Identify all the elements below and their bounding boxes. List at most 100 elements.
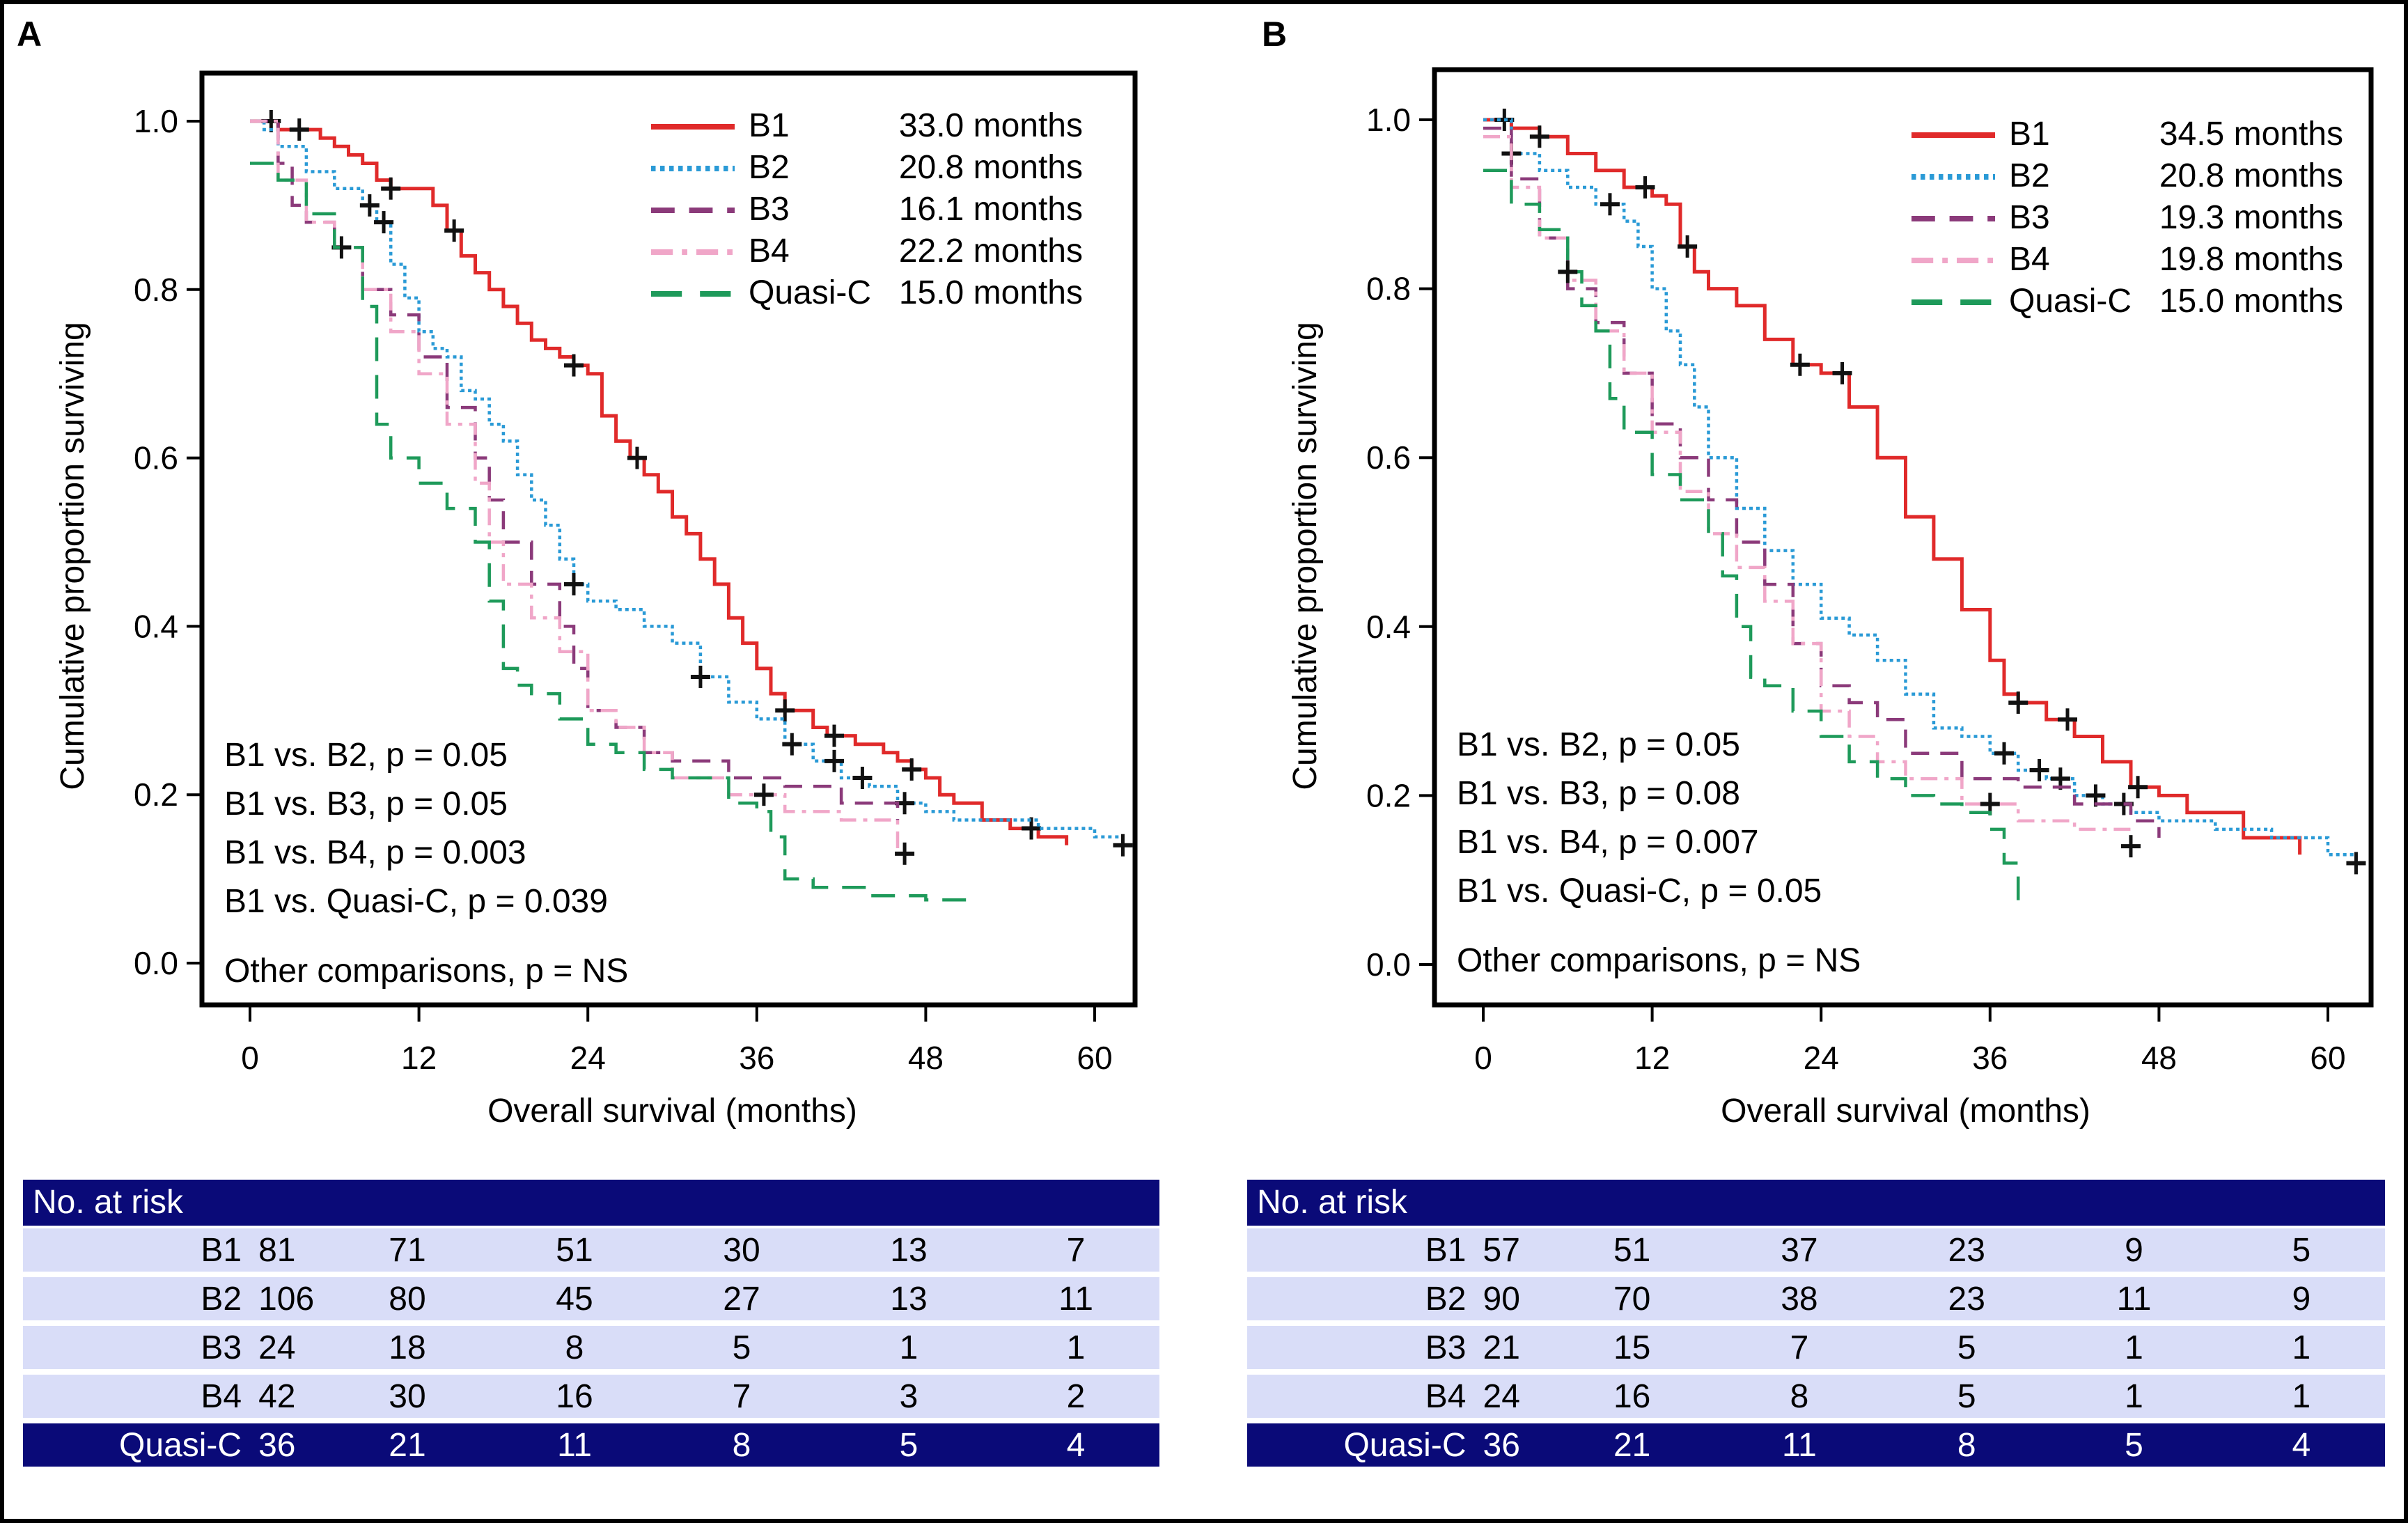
risk-cell: 1 [2217, 1375, 2385, 1418]
risk-table-row: B4 24 16 8 5 1 1 [1247, 1375, 2385, 1418]
x-tick-label: 60 [1077, 1040, 1112, 1076]
survival-curve-quasi-c [1483, 169, 2020, 906]
risk-table-row: B2 90 70 38 23 11 9 [1247, 1277, 2385, 1320]
y-tick-label: 0.0 [134, 945, 178, 981]
risk-cell: 81 [258, 1228, 324, 1272]
y-tick-label: 0.6 [134, 440, 178, 476]
legend-label: B1 [749, 107, 790, 144]
risk-cell: 5 [657, 1326, 825, 1369]
legend-median: 15.0 months [899, 274, 1083, 311]
risk-row-label: B3 [1247, 1326, 1483, 1369]
risk-table-header: No. at risk [1247, 1180, 2385, 1226]
risk-cell: 30 [657, 1228, 825, 1272]
risk-row-label: B2 [23, 1277, 259, 1320]
risk-cell: 1 [2050, 1375, 2218, 1418]
x-tick-label: 12 [401, 1040, 437, 1076]
risk-cell: 11 [992, 1277, 1159, 1320]
risk-cell: 70 [1548, 1277, 1716, 1320]
risk-cell: 51 [490, 1228, 658, 1272]
risk-cell: 1 [824, 1326, 992, 1369]
risk-cell: 13 [824, 1228, 992, 1272]
risk-cell: 1 [2217, 1326, 2385, 1369]
legend-label: B4 [2009, 241, 2050, 278]
risk-cell: 8 [657, 1423, 825, 1467]
x-tick-label: 60 [2310, 1040, 2345, 1076]
risk-cell: 7 [1715, 1326, 1884, 1369]
risk-cell: 8 [1883, 1423, 2051, 1467]
risk-cell: 5 [1883, 1375, 2051, 1418]
risk-cell: 106 [258, 1277, 324, 1320]
y-tick-label: 0.4 [134, 608, 178, 644]
risk-table-row: B3 21 15 7 5 1 1 [1247, 1326, 2385, 1369]
legend-median: 16.1 months [899, 191, 1083, 228]
risk-cell: 5 [2217, 1228, 2385, 1272]
legend-median: 33.0 months [899, 107, 1083, 144]
risk-cell: 8 [1715, 1375, 1884, 1418]
risk-table-row: Quasi-C 36 21 11 8 5 4 [1247, 1423, 2385, 1467]
p-value-annotation: B1 vs. B2, p = 0.05 [224, 737, 508, 774]
legend-median: 20.8 months [2159, 157, 2343, 194]
plot-frame [199, 70, 1138, 1008]
x-tick-label: 12 [1634, 1040, 1670, 1076]
risk-cell: 42 [258, 1375, 324, 1418]
p-value-annotation: B1 vs. B3, p = 0.08 [1457, 775, 1740, 812]
risk-cell: 9 [2050, 1228, 2218, 1272]
risk-row-label: B1 [1247, 1228, 1483, 1272]
legend-median: 19.8 months [2159, 241, 2343, 278]
risk-row-label: B1 [23, 1228, 259, 1272]
risk-cell: 18 [323, 1326, 491, 1369]
risk-cell: 24 [258, 1326, 324, 1369]
risk-cell: 4 [992, 1423, 1159, 1467]
risk-cell: 5 [824, 1423, 992, 1467]
risk-row-label: B2 [1247, 1277, 1483, 1320]
y-tick-label: 1.0 [1366, 102, 1411, 138]
risk-cell: 16 [1548, 1375, 1716, 1418]
risk-cell: 21 [1548, 1423, 1716, 1467]
panel-b-label: B [1262, 15, 1288, 54]
p-value-annotation: B1 vs. B4, p = 0.003 [224, 834, 526, 871]
risk-table-body: B1 81 71 51 30 13 7 B2 106 80 45 27 13 11 B3 24 18 8 5 1 1 B4… [23, 1223, 1159, 1472]
panel-a-label: A [17, 15, 42, 54]
legend-median: 34.5 months [2159, 116, 2343, 153]
risk-row-label: B4 [1247, 1375, 1483, 1418]
risk-cell: 5 [1883, 1326, 2051, 1369]
risk-cell: 57 [1483, 1228, 1549, 1272]
p-value-annotation: Other comparisons, p = NS [224, 953, 628, 990]
risk-table-row: Quasi-C 36 21 11 8 5 4 [23, 1423, 1159, 1467]
p-value-annotation: B1 vs. B2, p = 0.05 [1457, 726, 1740, 763]
legend-label: B3 [749, 191, 790, 228]
x-tick-label: 24 [570, 1040, 606, 1076]
p-value-annotation: B1 vs. Quasi-C, p = 0.05 [1457, 873, 1822, 909]
risk-table-header: No. at risk [23, 1180, 1159, 1226]
y-tick-label: 0.6 [1366, 439, 1411, 476]
risk-cell: 51 [1548, 1228, 1716, 1272]
legend-label: Quasi-C [2009, 283, 2132, 320]
risk-cell: 30 [323, 1375, 491, 1418]
x-tick-label: 48 [908, 1040, 944, 1076]
x-axis-label: Overall survival (months) [1721, 1093, 2090, 1130]
y-tick-label: 0.8 [134, 272, 178, 308]
survival-curve-quasi-c [250, 162, 970, 905]
x-tick-label: 48 [2141, 1040, 2177, 1076]
survival-curve-b3 [1483, 126, 2161, 838]
risk-cell: 3 [824, 1375, 992, 1418]
risk-table-body: B1 57 51 37 23 9 5 B2 90 70 38 23 11 9 B3 21 15 7 5 1 1 B4 24 1… [1247, 1223, 2385, 1472]
risk-row-label: Quasi-C [1247, 1423, 1483, 1467]
risk-table-row: B3 24 18 8 5 1 1 [23, 1326, 1159, 1369]
risk-table-row: B1 57 51 37 23 9 5 [1247, 1228, 2385, 1272]
risk-cell: 7 [657, 1375, 825, 1418]
legend-median: 22.2 months [899, 233, 1083, 270]
survival-curve-b1 [1483, 118, 2302, 855]
survival-curve-b4 [1483, 135, 2133, 847]
p-value-annotation: B1 vs. B4, p = 0.007 [1457, 824, 1759, 861]
legend-label: B4 [749, 233, 790, 270]
risk-cell: 2 [992, 1375, 1159, 1418]
legend-label: B2 [2009, 157, 2050, 194]
risk-table-row: B2 106 80 45 27 13 11 [23, 1277, 1159, 1320]
legend-median: 19.3 months [2159, 199, 2343, 236]
p-value-annotation: B1 vs. Quasi-C, p = 0.039 [224, 883, 608, 920]
p-value-annotation: B1 vs. B3, p = 0.05 [224, 786, 508, 822]
x-axis-label: Overall survival (months) [487, 1093, 857, 1130]
